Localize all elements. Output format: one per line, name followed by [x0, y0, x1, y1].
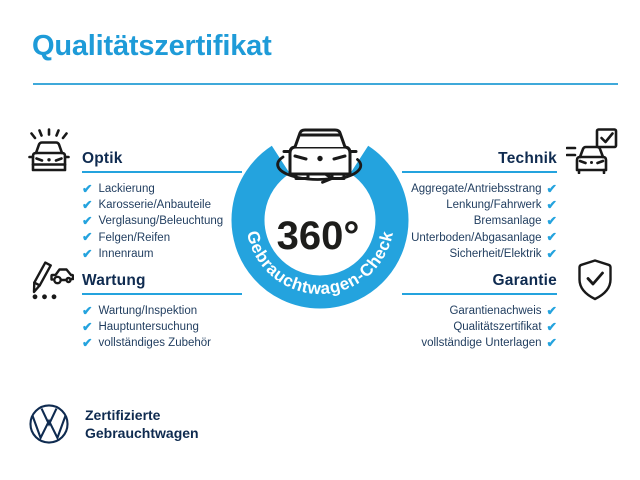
- section-garantie-header: Garantie: [492, 272, 557, 289]
- check-icon: ✔: [82, 198, 93, 213]
- section-garantie-items: Garantienachweis ✔ Qualitätszertifikat ✔ v…: [372, 303, 557, 352]
- check-icon: ✔: [82, 303, 93, 318]
- checklist-item-label: Aggregate/Antriebsstrang: [411, 183, 542, 196]
- checklist-item-label: Lackierung: [98, 183, 155, 196]
- car-shine-icon: [27, 127, 71, 173]
- badge-degrees: 360°: [277, 214, 360, 258]
- checklist-item-label: Qualitätszertifikat: [453, 321, 542, 334]
- check-icon: ✔: [546, 181, 557, 196]
- checklist-item: ✔ Felgen/Reifen: [82, 230, 242, 246]
- checklist-item: ✔ Innenraum: [82, 246, 242, 262]
- section-technik-header: Technik: [498, 150, 557, 167]
- title-divider: [33, 83, 618, 85]
- check-icon: ✔: [82, 336, 93, 351]
- section-optik-header: Optik: [82, 150, 123, 167]
- check-icon: ✔: [546, 336, 557, 351]
- check-icon: ✔: [82, 230, 93, 245]
- checklist-item-label: Innenraum: [98, 247, 154, 260]
- checklist-item: ✔ Verglasung/Beleuchtung: [82, 213, 242, 229]
- check-icon: ✔: [82, 181, 93, 196]
- section-optik-items: ✔ Lackierung ✔ Karosserie/Anbauteile ✔ Verg…: [82, 181, 242, 262]
- car-checkbox-icon: [566, 128, 618, 174]
- checklist-item-label: Hauptuntersuchung: [98, 321, 199, 334]
- check-icon: ✔: [82, 320, 93, 335]
- checklist-item: Bremsanlage ✔: [372, 213, 557, 229]
- section-technik: Technik Aggregate/Antriebsstrang ✔ Lenkun…: [372, 150, 557, 262]
- check-icon: ✔: [546, 320, 557, 335]
- checklist-item: Lenkung/Fahrwerk ✔: [372, 197, 557, 213]
- check-icon: ✔: [546, 230, 557, 245]
- section-wartung-header: Wartung: [82, 272, 146, 289]
- section-wartung-items: ✔ Wartung/Inspektion ✔ Hauptuntersuchung ✔…: [82, 303, 242, 352]
- section-wartung-divider: [82, 293, 242, 295]
- check-icon: ✔: [546, 303, 557, 318]
- checklist-item: ✔ vollständiges Zubehör: [82, 335, 242, 351]
- section-wartung: Wartung ✔ Wartung/Inspektion ✔ Hauptunters…: [82, 272, 242, 352]
- service-checklist-icon: [26, 257, 74, 301]
- footer-claim-line2: Gebrauchtwagen: [85, 424, 199, 441]
- checklist-item: Qualitätszertifikat ✔: [372, 319, 557, 335]
- check-icon: ✔: [546, 198, 557, 213]
- check-icon: ✔: [82, 246, 93, 261]
- page-title: Qualitätszertifikat: [32, 30, 272, 62]
- shield-check-icon: [577, 258, 613, 302]
- checklist-item-label: Lenkung/Fahrwerk: [446, 199, 542, 212]
- vw-logo: [28, 403, 70, 445]
- badge-ring: [231, 145, 409, 309]
- checklist-item: Aggregate/Antriebsstrang ✔: [372, 181, 557, 197]
- section-garantie-divider: [402, 293, 557, 295]
- car-rotation-icon: [276, 128, 363, 184]
- checklist-item: Unterboden/Abgasanlage ✔: [372, 230, 557, 246]
- section-technik-items: Aggregate/Antriebsstrang ✔ Lenkung/Fahrwe…: [372, 181, 557, 262]
- check-icon: ✔: [546, 214, 557, 229]
- checklist-item-label: Felgen/Reifen: [98, 231, 171, 244]
- checklist-item-label: Sicherheit/Elektrik: [449, 247, 542, 260]
- check-icon: ✔: [82, 214, 93, 229]
- checklist-item: Garantienachweis ✔: [372, 303, 557, 319]
- footer-claim: Zertifizierte Gebrauchtwagen: [85, 407, 199, 442]
- checklist-item: ✔ Hauptuntersuchung: [82, 319, 242, 335]
- section-optik-divider: [82, 171, 242, 173]
- footer-claim-line1: Zertifizierte: [85, 407, 161, 423]
- checklist-item: Sicherheit/Elektrik ✔: [372, 246, 557, 262]
- checklist-item: ✔ Lackierung: [82, 181, 242, 197]
- checklist-item: ✔ Wartung/Inspektion: [82, 303, 242, 319]
- checklist-item-label: Garantienachweis: [449, 305, 542, 318]
- section-garantie: Garantie Garantienachweis ✔ Qualitätszert…: [372, 272, 557, 352]
- checklist-item: vollständige Unterlagen ✔: [372, 335, 557, 351]
- section-optik: Optik ✔ Lackierung ✔ Karosserie/Anbauteile…: [82, 150, 242, 262]
- check-icon: ✔: [546, 246, 557, 261]
- checklist-item-label: Bremsanlage: [473, 215, 542, 228]
- checklist-item-label: Karosserie/Anbauteile: [98, 199, 211, 212]
- checklist-item-label: Verglasung/Beleuchtung: [98, 215, 224, 228]
- badge-360-check: Gebrauchtwagen-Check 360°: [215, 100, 425, 340]
- checklist-item-label: vollständige Unterlagen: [421, 337, 542, 350]
- checklist-item-label: Unterboden/Abgasanlage: [411, 231, 542, 244]
- checklist-item-label: Wartung/Inspektion: [98, 305, 198, 318]
- section-technik-divider: [402, 171, 557, 173]
- checklist-item: ✔ Karosserie/Anbauteile: [82, 197, 242, 213]
- checklist-item-label: vollständiges Zubehör: [98, 337, 211, 350]
